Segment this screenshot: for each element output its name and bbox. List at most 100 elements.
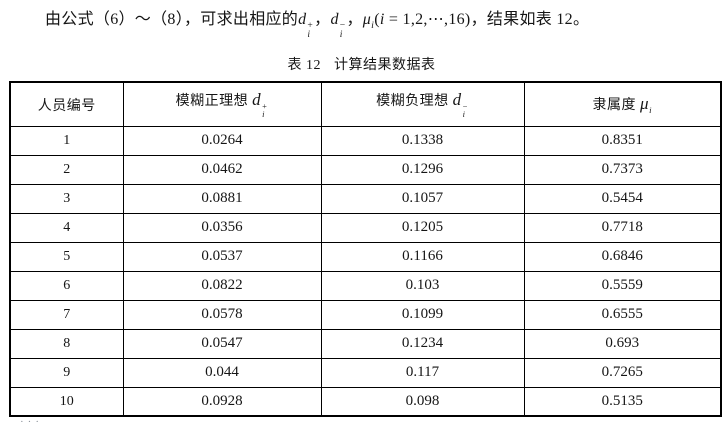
table-row: 2 0.0462 0.1296 0.7373 [9, 154, 722, 185]
math-subscript: i [262, 109, 265, 119]
cell-d-plus: 0.0356 [122, 212, 322, 243]
math-subscript: i [307, 29, 311, 41]
cell-d-minus: 0.098 [320, 386, 525, 417]
math-var: μ [640, 94, 650, 114]
math-var: d [298, 11, 307, 28]
table-continuation-dots: ··· [20, 416, 43, 428]
cell-personnel-id: 4 [9, 212, 124, 243]
math-subscript: i [462, 109, 466, 119]
header-label: 模糊正理想 [175, 94, 249, 110]
cell-personnel-id: 10 [9, 386, 124, 417]
cell-personnel-id: 7 [9, 299, 124, 330]
math-subscript: i [371, 20, 375, 32]
cell-membership: 0.7718 [523, 212, 722, 243]
cell-d-plus: 0.0537 [122, 241, 322, 272]
math-var: d [252, 90, 262, 110]
cell-personnel-id: 6 [9, 270, 124, 301]
cell-d-minus: 0.1296 [320, 154, 525, 185]
intro-comma-2: ， [346, 11, 363, 28]
cell-d-plus: 0.0264 [122, 125, 322, 156]
cell-membership: 0.693 [523, 328, 722, 359]
table-row: 9 0.044 0.117 0.7265 [9, 357, 722, 388]
header-personnel-id: 人员编号 [9, 81, 124, 127]
table-row: 5 0.0537 0.1166 0.6846 [9, 241, 722, 272]
math-var: μ [362, 11, 372, 28]
cell-membership: 0.8351 [523, 125, 722, 156]
paren-open: ( [374, 11, 380, 28]
cell-d-minus: 0.1338 [320, 125, 525, 156]
cell-d-minus: 0.117 [320, 357, 525, 388]
paren-close: ) [464, 11, 471, 28]
math-scripts: − i [339, 20, 346, 41]
cell-d-minus: 0.103 [320, 270, 525, 301]
cell-membership: 0.7373 [523, 154, 722, 185]
cell-d-plus: 0.0578 [122, 299, 322, 330]
cell-personnel-id: 9 [9, 357, 124, 388]
math-superscript: + [262, 101, 268, 111]
cell-personnel-id: 1 [9, 125, 124, 156]
cell-d-plus: 0.044 [122, 357, 322, 388]
table-row: 8 0.0547 0.1234 0.693 [9, 328, 722, 359]
table-row: 6 0.0822 0.103 0.5559 [9, 270, 722, 301]
table-row: 3 0.0881 0.1057 0.5454 [9, 183, 722, 214]
table-body: 1 0.0264 0.1338 0.8351 2 0.0462 0.1296 0… [9, 125, 722, 417]
math-subscript: i [649, 104, 652, 115]
table-caption-number: 表 12 [287, 58, 321, 74]
math-scripts: − i [462, 101, 468, 119]
math-mu: μi [640, 94, 652, 115]
table-row: 7 0.0578 0.1099 0.6555 [9, 299, 722, 330]
intro-paragraph: 由公式（6）～（8），可求出相应的d + i ，d − i ，μi(i = 1,2,⋯,16… [0, 7, 705, 39]
cell-d-plus: 0.0462 [122, 154, 322, 185]
cell-membership: 0.6846 [523, 241, 722, 272]
header-fuzzy-positive-ideal: 模糊正理想 d + i [122, 81, 322, 127]
math-scripts: + i [262, 101, 268, 119]
table-caption-title: 计算结果数据表 [334, 58, 436, 74]
table-row: 1 0.0264 0.1338 0.8351 [9, 125, 722, 156]
cell-personnel-id: 2 [9, 154, 124, 185]
math-var: d [330, 11, 339, 28]
cell-d-minus: 0.1057 [320, 183, 525, 214]
math-subscript: i [339, 29, 343, 41]
cell-membership: 0.6555 [523, 299, 722, 330]
cell-d-plus: 0.0928 [122, 386, 322, 417]
math-d-minus: d − i [453, 90, 469, 118]
math-d-plus: d + i [298, 11, 314, 39]
math-scripts: + i [307, 20, 314, 41]
table-row: 10 0.0928 0.098 0.5135 [9, 386, 722, 417]
header-label: 隶属度 [592, 98, 637, 114]
cell-d-plus: 0.0547 [122, 328, 322, 359]
cell-personnel-id: 3 [9, 183, 124, 214]
math-superscript: + [307, 20, 314, 32]
cell-personnel-id: 8 [9, 328, 124, 359]
cell-d-minus: 0.1099 [320, 299, 525, 330]
math-var-i: i [379, 11, 385, 28]
math-var: d [452, 90, 462, 110]
results-table: 人员编号 模糊正理想 d + i 模糊负理想 d − i 隶属度 μi 1 0.0264… [9, 81, 722, 418]
math-d-plus: d + i [252, 90, 268, 118]
intro-text-tail: ，结果如表 12。 [470, 11, 590, 28]
table-row: 4 0.0356 0.1205 0.7718 [9, 212, 722, 243]
index-range-text: = 1,2,⋯,16 [384, 11, 465, 28]
cell-personnel-id: 5 [9, 241, 124, 272]
table-header-row: 人员编号 模糊正理想 d + i 模糊负理想 d − i 隶属度 μi [9, 81, 722, 127]
document-page: 由公式（6）～（8），可求出相应的d + i ，d − i ，μi(i = 1,2,⋯,16… [0, 7, 723, 428]
header-membership-degree: 隶属度 μi [523, 81, 722, 127]
cell-membership: 0.7265 [523, 357, 722, 388]
cell-d-plus: 0.0822 [122, 270, 322, 301]
cell-membership: 0.5559 [523, 270, 722, 301]
math-superscript: − [462, 101, 468, 111]
intro-comma-1: ， [314, 11, 331, 28]
cell-membership: 0.5454 [523, 183, 722, 214]
header-fuzzy-negative-ideal: 模糊负理想 d − i [320, 81, 525, 127]
math-mu: μi [362, 11, 375, 32]
math-superscript: − [339, 20, 346, 32]
intro-text-lead: 由公式（6）～（8），可求出相应的 [45, 11, 299, 28]
math-d-minus: d − i [330, 11, 346, 39]
cell-d-plus: 0.0881 [122, 183, 322, 214]
cell-d-minus: 0.1234 [320, 328, 525, 359]
cell-membership: 0.5135 [523, 386, 722, 417]
table-caption: 表 12 计算结果数据表 [0, 54, 723, 74]
header-label: 模糊负理想 [376, 94, 449, 110]
cell-d-minus: 0.1205 [320, 212, 525, 243]
cell-d-minus: 0.1166 [320, 241, 525, 272]
